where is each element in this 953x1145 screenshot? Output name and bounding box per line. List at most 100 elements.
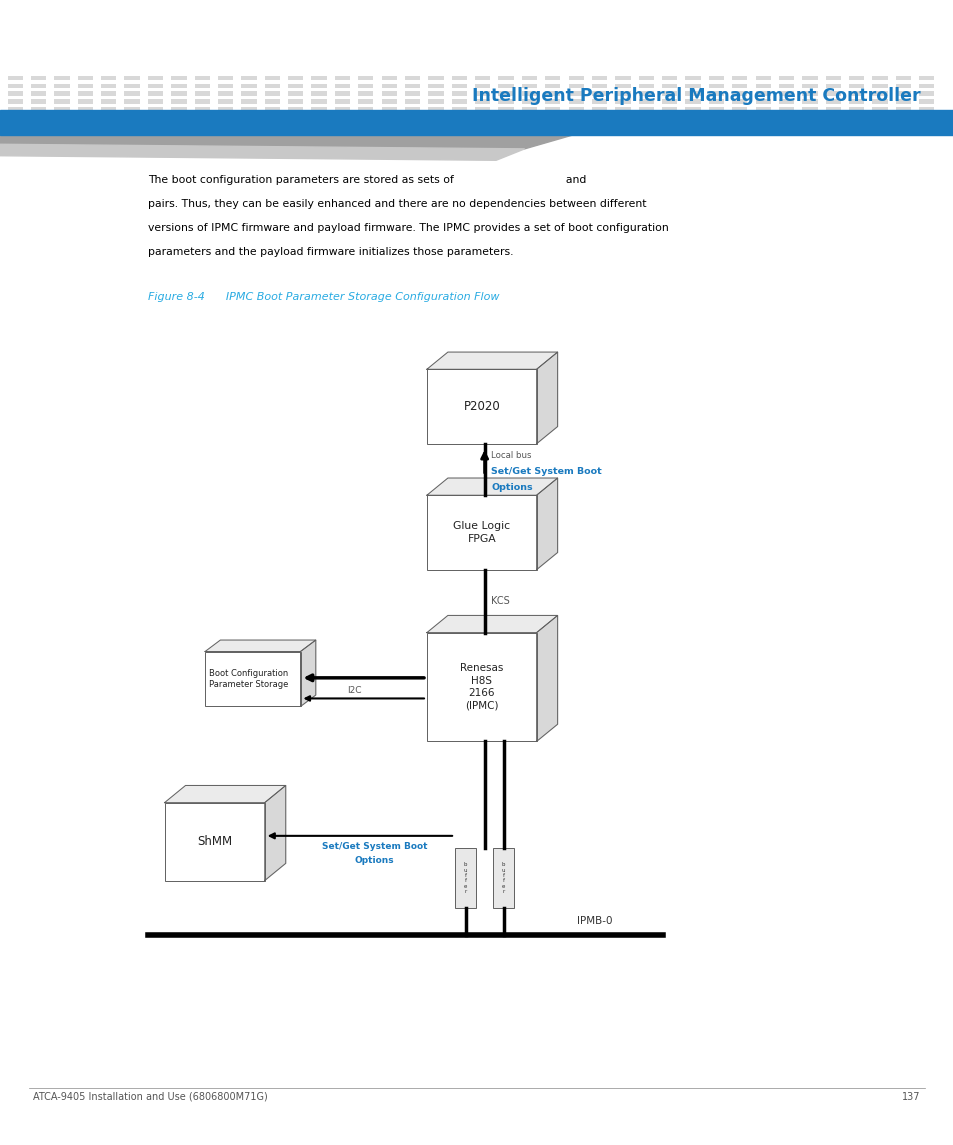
Bar	[78, 92, 93, 96]
Bar	[30, 76, 46, 80]
Bar	[615, 106, 630, 111]
Bar	[311, 84, 326, 88]
Polygon shape	[427, 479, 557, 495]
Bar	[311, 92, 326, 96]
Bar	[638, 84, 653, 88]
Bar	[172, 84, 186, 88]
Bar	[684, 92, 700, 96]
Bar	[498, 92, 514, 96]
Bar	[872, 100, 887, 103]
Bar	[872, 84, 887, 88]
Bar	[0, 110, 953, 135]
Bar	[405, 84, 420, 88]
Text: Boot Configuration
Parameter Storage: Boot Configuration Parameter Storage	[209, 669, 289, 689]
Bar	[288, 114, 303, 119]
Bar	[475, 100, 490, 103]
Bar	[615, 114, 630, 119]
Bar	[918, 84, 933, 88]
Bar	[194, 92, 210, 96]
Bar	[544, 84, 559, 88]
Bar	[895, 84, 910, 88]
Bar	[148, 76, 163, 80]
Bar	[778, 100, 793, 103]
Bar	[265, 84, 280, 88]
Bar	[755, 114, 770, 119]
Bar	[311, 76, 326, 80]
Bar	[358, 114, 374, 119]
Bar	[755, 100, 770, 103]
Polygon shape	[300, 640, 315, 706]
Bar	[265, 76, 280, 80]
Bar	[498, 100, 514, 103]
Bar	[78, 106, 93, 111]
Bar	[591, 92, 607, 96]
Bar	[335, 84, 350, 88]
Bar	[8, 114, 23, 119]
Bar	[732, 114, 747, 119]
Bar	[732, 106, 747, 111]
Bar	[801, 84, 817, 88]
Bar	[708, 114, 723, 119]
Bar	[78, 114, 93, 119]
Bar	[54, 106, 70, 111]
Bar	[54, 76, 70, 80]
Bar	[824, 106, 841, 111]
Bar	[288, 92, 303, 96]
Text: versions of IPMC firmware and payload firmware. The IPMC provides a set of boot : versions of IPMC firmware and payload fi…	[148, 223, 668, 234]
Bar	[708, 100, 723, 103]
Bar	[217, 100, 233, 103]
Bar	[148, 84, 163, 88]
Bar	[615, 84, 630, 88]
Text: Options: Options	[355, 856, 395, 866]
Bar	[544, 76, 559, 80]
Bar	[661, 76, 677, 80]
Bar	[172, 114, 186, 119]
Text: ATCA-9405 Installation and Use (6806800M71G): ATCA-9405 Installation and Use (6806800M…	[33, 1092, 268, 1101]
Bar	[381, 92, 396, 96]
Bar	[684, 76, 700, 80]
Bar	[311, 106, 326, 111]
Bar	[405, 100, 420, 103]
Bar	[801, 100, 817, 103]
Bar	[405, 114, 420, 119]
Bar	[801, 106, 817, 111]
Bar	[335, 106, 350, 111]
Bar	[824, 100, 841, 103]
Bar	[8, 106, 23, 111]
Bar	[78, 100, 93, 103]
Bar	[427, 495, 536, 569]
Bar	[872, 76, 887, 80]
Bar	[30, 114, 46, 119]
Bar	[568, 84, 583, 88]
Bar	[872, 106, 887, 111]
Bar	[801, 76, 817, 80]
Bar	[428, 92, 443, 96]
Bar	[848, 106, 863, 111]
Bar	[381, 114, 396, 119]
Bar	[544, 100, 559, 103]
Bar	[475, 114, 490, 119]
Bar	[217, 92, 233, 96]
Bar	[148, 114, 163, 119]
Bar	[124, 114, 139, 119]
Bar	[918, 106, 933, 111]
Bar	[568, 100, 583, 103]
Bar	[544, 92, 559, 96]
Bar	[101, 100, 116, 103]
Bar	[895, 106, 910, 111]
Bar	[615, 92, 630, 96]
Text: Renesas
H8S
2166
(IPMC): Renesas H8S 2166 (IPMC)	[459, 663, 503, 711]
Bar	[918, 92, 933, 96]
Bar	[265, 106, 280, 111]
Bar	[591, 84, 607, 88]
Bar	[124, 100, 139, 103]
Bar	[194, 100, 210, 103]
Bar	[732, 84, 747, 88]
Text: P2020: P2020	[463, 400, 499, 413]
Bar	[684, 114, 700, 119]
Bar	[455, 848, 476, 908]
Bar	[428, 76, 443, 80]
Bar	[358, 84, 374, 88]
Bar	[778, 114, 793, 119]
Text: Glue Logic
FPGA: Glue Logic FPGA	[453, 521, 510, 544]
